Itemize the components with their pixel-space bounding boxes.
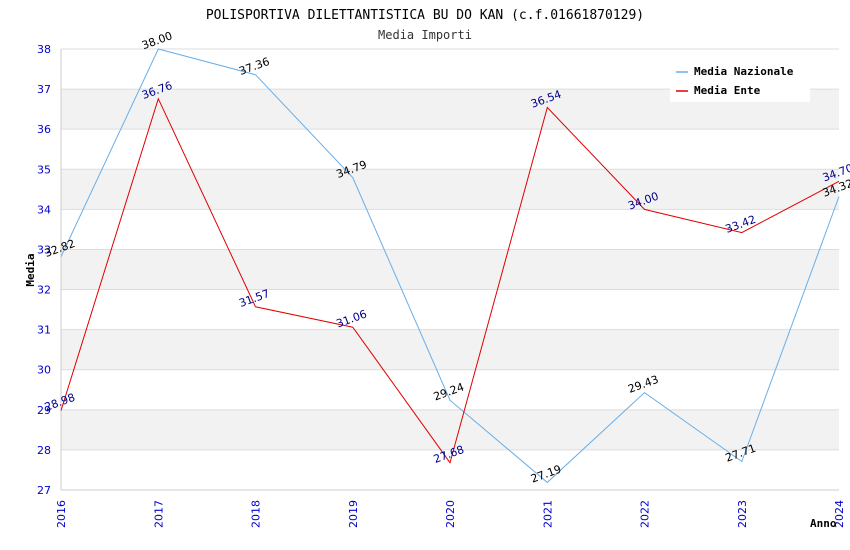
- x-tick-label: 2018: [250, 500, 263, 528]
- series-line-media-ente: [60, 97, 840, 464]
- y-tick-label: 37: [37, 83, 51, 96]
- band-28: [61, 409, 839, 450]
- data-label-media-nazionale: 29.43: [626, 373, 660, 396]
- gridlines: [60, 48, 839, 491]
- data-label-media-ente: 31.57: [237, 287, 271, 310]
- x-tick-label: 2023: [736, 500, 749, 528]
- x-tick-label: 2016: [55, 500, 68, 528]
- y-tick-label: 36: [37, 123, 51, 136]
- y-tick-label: 29: [37, 404, 51, 417]
- legend: Media Nazionale Media Ente: [670, 60, 810, 102]
- y-tick-label: 33: [37, 243, 51, 256]
- data-label-media-nazionale: 27.19: [529, 463, 563, 486]
- data-label-media-nazionale: 29.24: [432, 380, 466, 403]
- x-tick-label: 2022: [639, 500, 652, 528]
- x-tick-label: 2024: [833, 500, 846, 528]
- chart-title: POLISPORTIVA DILETTANTISTICA BU DO KAN (…: [206, 8, 644, 23]
- y-tick-label: 32: [37, 284, 51, 297]
- y-tick-label: 34: [37, 203, 51, 216]
- x-axis-ticks: 2016 2017 2018 2019 2020 2021 2022 2023 2024: [55, 500, 846, 528]
- band-32: [61, 249, 839, 290]
- x-tick-label: 2017: [152, 500, 165, 528]
- x-tick-label: 2020: [444, 500, 457, 528]
- y-tick-label: 30: [37, 364, 51, 377]
- y-axis-ticks: 27 28 29 30 31 32 33 34 35 36 37 38: [37, 43, 51, 497]
- y-tick-label: 35: [37, 163, 51, 176]
- x-tick-label: 2019: [347, 500, 360, 528]
- y-axis-label: Media: [24, 253, 37, 286]
- chart-subtitle: Media Importi: [378, 28, 472, 42]
- y-tick-label: 31: [37, 324, 51, 337]
- y-tick-label: 27: [37, 484, 51, 497]
- x-axis-label: Anno: [810, 517, 837, 530]
- band-34: [61, 169, 839, 210]
- y-tick-label: 38: [37, 43, 51, 56]
- legend-box: [670, 60, 810, 102]
- band-30: [61, 329, 839, 370]
- x-tick-label: 2021: [541, 500, 554, 528]
- series-lines: [60, 48, 840, 484]
- y-tick-label: 28: [37, 444, 51, 457]
- series-line-media-nazionale: [60, 48, 840, 484]
- background-bands: [61, 89, 839, 450]
- legend-label-media-nazionale: Media Nazionale: [694, 65, 794, 78]
- legend-label-media-ente: Media Ente: [694, 84, 761, 97]
